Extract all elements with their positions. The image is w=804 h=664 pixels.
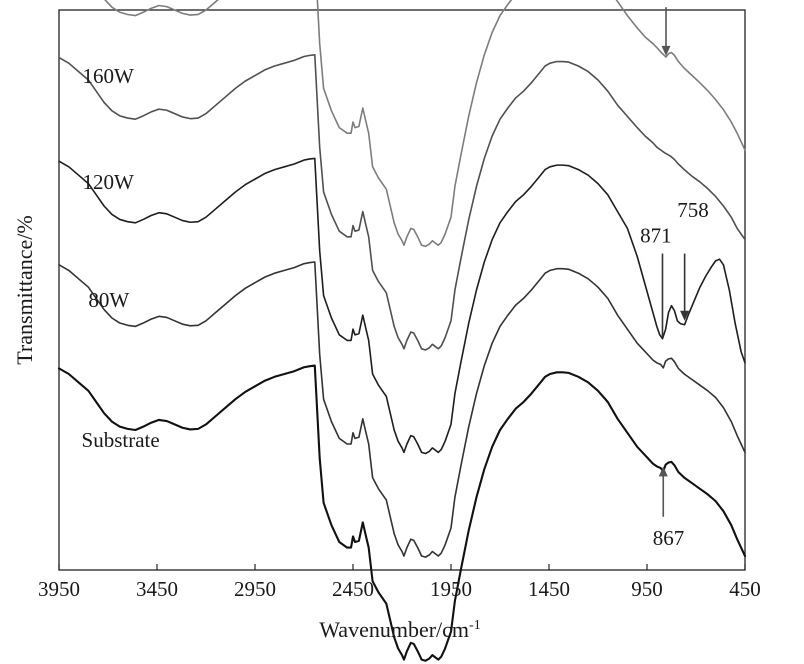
annotation-758-label: 758 xyxy=(677,198,709,222)
x-tick-label-2450: 2450 xyxy=(332,577,374,601)
series-line-80w xyxy=(58,261,746,558)
annotation-853: 853 xyxy=(650,0,682,56)
annotation-853-label: 853 xyxy=(650,0,682,1)
x-tick-label-1450: 1450 xyxy=(528,577,570,601)
series-line-substrate xyxy=(57,364,747,662)
series-label-80w: 80W xyxy=(88,288,129,312)
x-axis-title-main: Wavenumber/cm xyxy=(319,617,469,642)
x-tick-label-2950: 2950 xyxy=(234,577,276,601)
annotation-867: 867 xyxy=(653,466,685,550)
series-label-160w: 160W xyxy=(83,64,134,88)
series-label-120w: 120W xyxy=(83,170,134,194)
annotation-871-label: 871 xyxy=(640,223,672,247)
annotation-871: 871 xyxy=(640,223,672,338)
x-tick-label-450: 450 xyxy=(729,577,761,601)
series-label-substrate: Substrate xyxy=(82,428,160,452)
series-line-160w xyxy=(58,54,746,351)
y-axis-title: Transmittance/% xyxy=(12,215,37,365)
annotation-867-label: 867 xyxy=(653,526,685,550)
series-line-120w xyxy=(58,157,746,455)
x-tick-label-1950: 1950 xyxy=(430,577,472,601)
x-axis-ticks: 3950 3450 2950 2450 1950 1450 950 450 xyxy=(38,564,761,601)
x-axis-title: Wavenumber/cm-1 xyxy=(319,617,480,642)
series-line-200w xyxy=(104,0,746,248)
x-tick-label-950: 950 xyxy=(631,577,663,601)
plot-area-frame xyxy=(58,9,746,571)
x-axis-title-superscript: -1 xyxy=(469,618,481,633)
x-tick-label-3450: 3450 xyxy=(136,577,178,601)
series-layer: Substrate80W120W160W200W xyxy=(57,0,747,662)
annotation-853-arrowhead xyxy=(661,45,671,56)
x-tick-label-3950: 3950 xyxy=(38,577,80,601)
annotation-758: 758 xyxy=(677,198,709,321)
annotation-867-arrowhead xyxy=(658,466,668,477)
annotation-758-arrowhead xyxy=(680,310,690,321)
